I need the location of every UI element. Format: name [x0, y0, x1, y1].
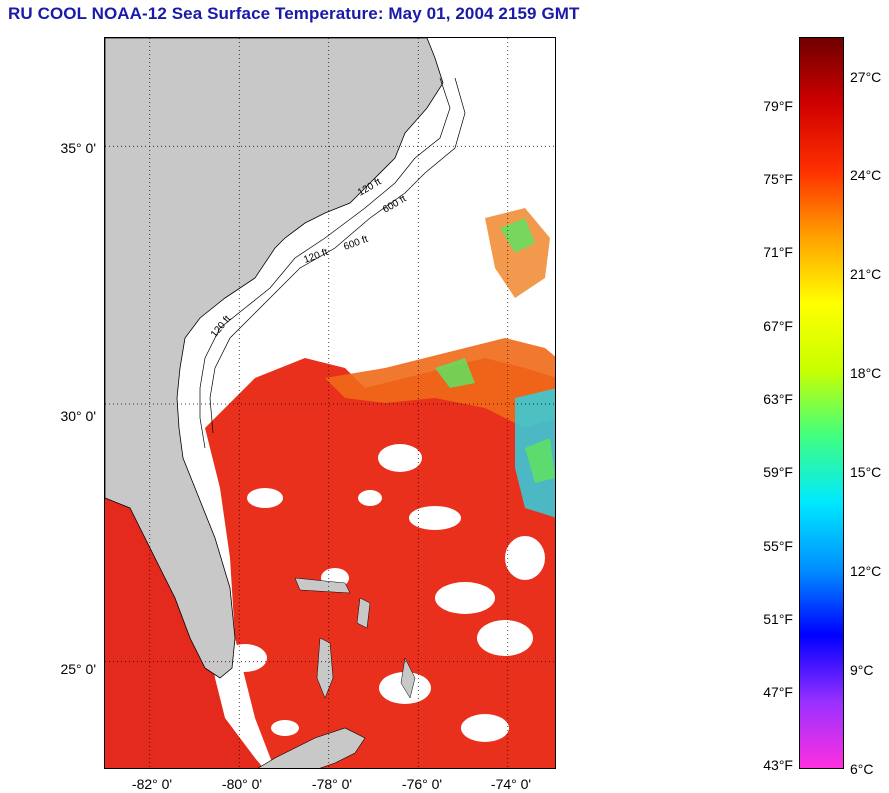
- colorbar-fahrenheit-label: 75°F: [763, 171, 793, 187]
- sst-green-patch: [485, 208, 550, 298]
- cloud-cover: [223, 444, 545, 742]
- sst-map[interactable]: 120 ft 600 ft 120 ft 600 ft 120 ft: [104, 37, 556, 769]
- colorbar-celsius-label: 18°C: [850, 365, 882, 381]
- colorbar-fahrenheit-label: 71°F: [763, 244, 793, 260]
- colorbar-celsius-label: 15°C: [850, 464, 882, 480]
- lon-label: -78° 0': [311, 776, 353, 792]
- sst-green-spots: [435, 218, 555, 483]
- graticule: [105, 38, 555, 768]
- colorbar-celsius-label: 9°C: [850, 662, 874, 678]
- colorbar-celsius-label: 6°C: [850, 761, 874, 777]
- lat-label: 25° 0': [60, 661, 96, 677]
- map-svg: 120 ft 600 ft 120 ft 600 ft 120 ft: [105, 38, 555, 768]
- colorbar-celsius-label: 12°C: [850, 563, 882, 579]
- colorbar-fahrenheit-label: 59°F: [763, 464, 793, 480]
- isobath-label: 120 ft: [209, 314, 234, 340]
- lat-label: 30° 0': [60, 408, 96, 424]
- colorbar-fahrenheit-label: 79°F: [763, 98, 793, 114]
- colorbar-fahrenheit-label: 55°F: [763, 538, 793, 554]
- colorbar-fahrenheit-label: 51°F: [763, 611, 793, 627]
- isobath-label: 120 ft: [302, 247, 329, 266]
- colorbar-fahrenheit-label: 47°F: [763, 684, 793, 700]
- lat-label: 35° 0': [60, 140, 96, 156]
- page-title: RU COOL NOAA-12 Sea Surface Temperature:…: [8, 4, 580, 23]
- lon-label: -76° 0': [401, 776, 443, 792]
- sst-warm-atlantic: [205, 358, 555, 768]
- lon-label: -74° 0': [490, 776, 532, 792]
- colorbar-fahrenheit-label: 43°F: [763, 757, 793, 773]
- colorbar-celsius-label: 27°C: [850, 69, 882, 85]
- colorbar-fahrenheit-label: 63°F: [763, 391, 793, 407]
- colorbar-fahrenheit-label: 67°F: [763, 318, 793, 334]
- isobath-label: 600 ft: [381, 193, 408, 215]
- sst-transition-band: [325, 338, 555, 428]
- colorbar-celsius-label: 24°C: [850, 167, 882, 183]
- lon-label: -80° 0': [221, 776, 263, 792]
- isobath-contours: [199, 77, 466, 449]
- colorbar-celsius-label: 21°C: [850, 266, 882, 282]
- land-mainland: [105, 38, 444, 679]
- land-cuba: [257, 727, 366, 768]
- lon-label: -82° 0': [131, 776, 173, 792]
- isobath-label: 600 ft: [342, 234, 369, 253]
- temperature-colorbar: [799, 37, 844, 769]
